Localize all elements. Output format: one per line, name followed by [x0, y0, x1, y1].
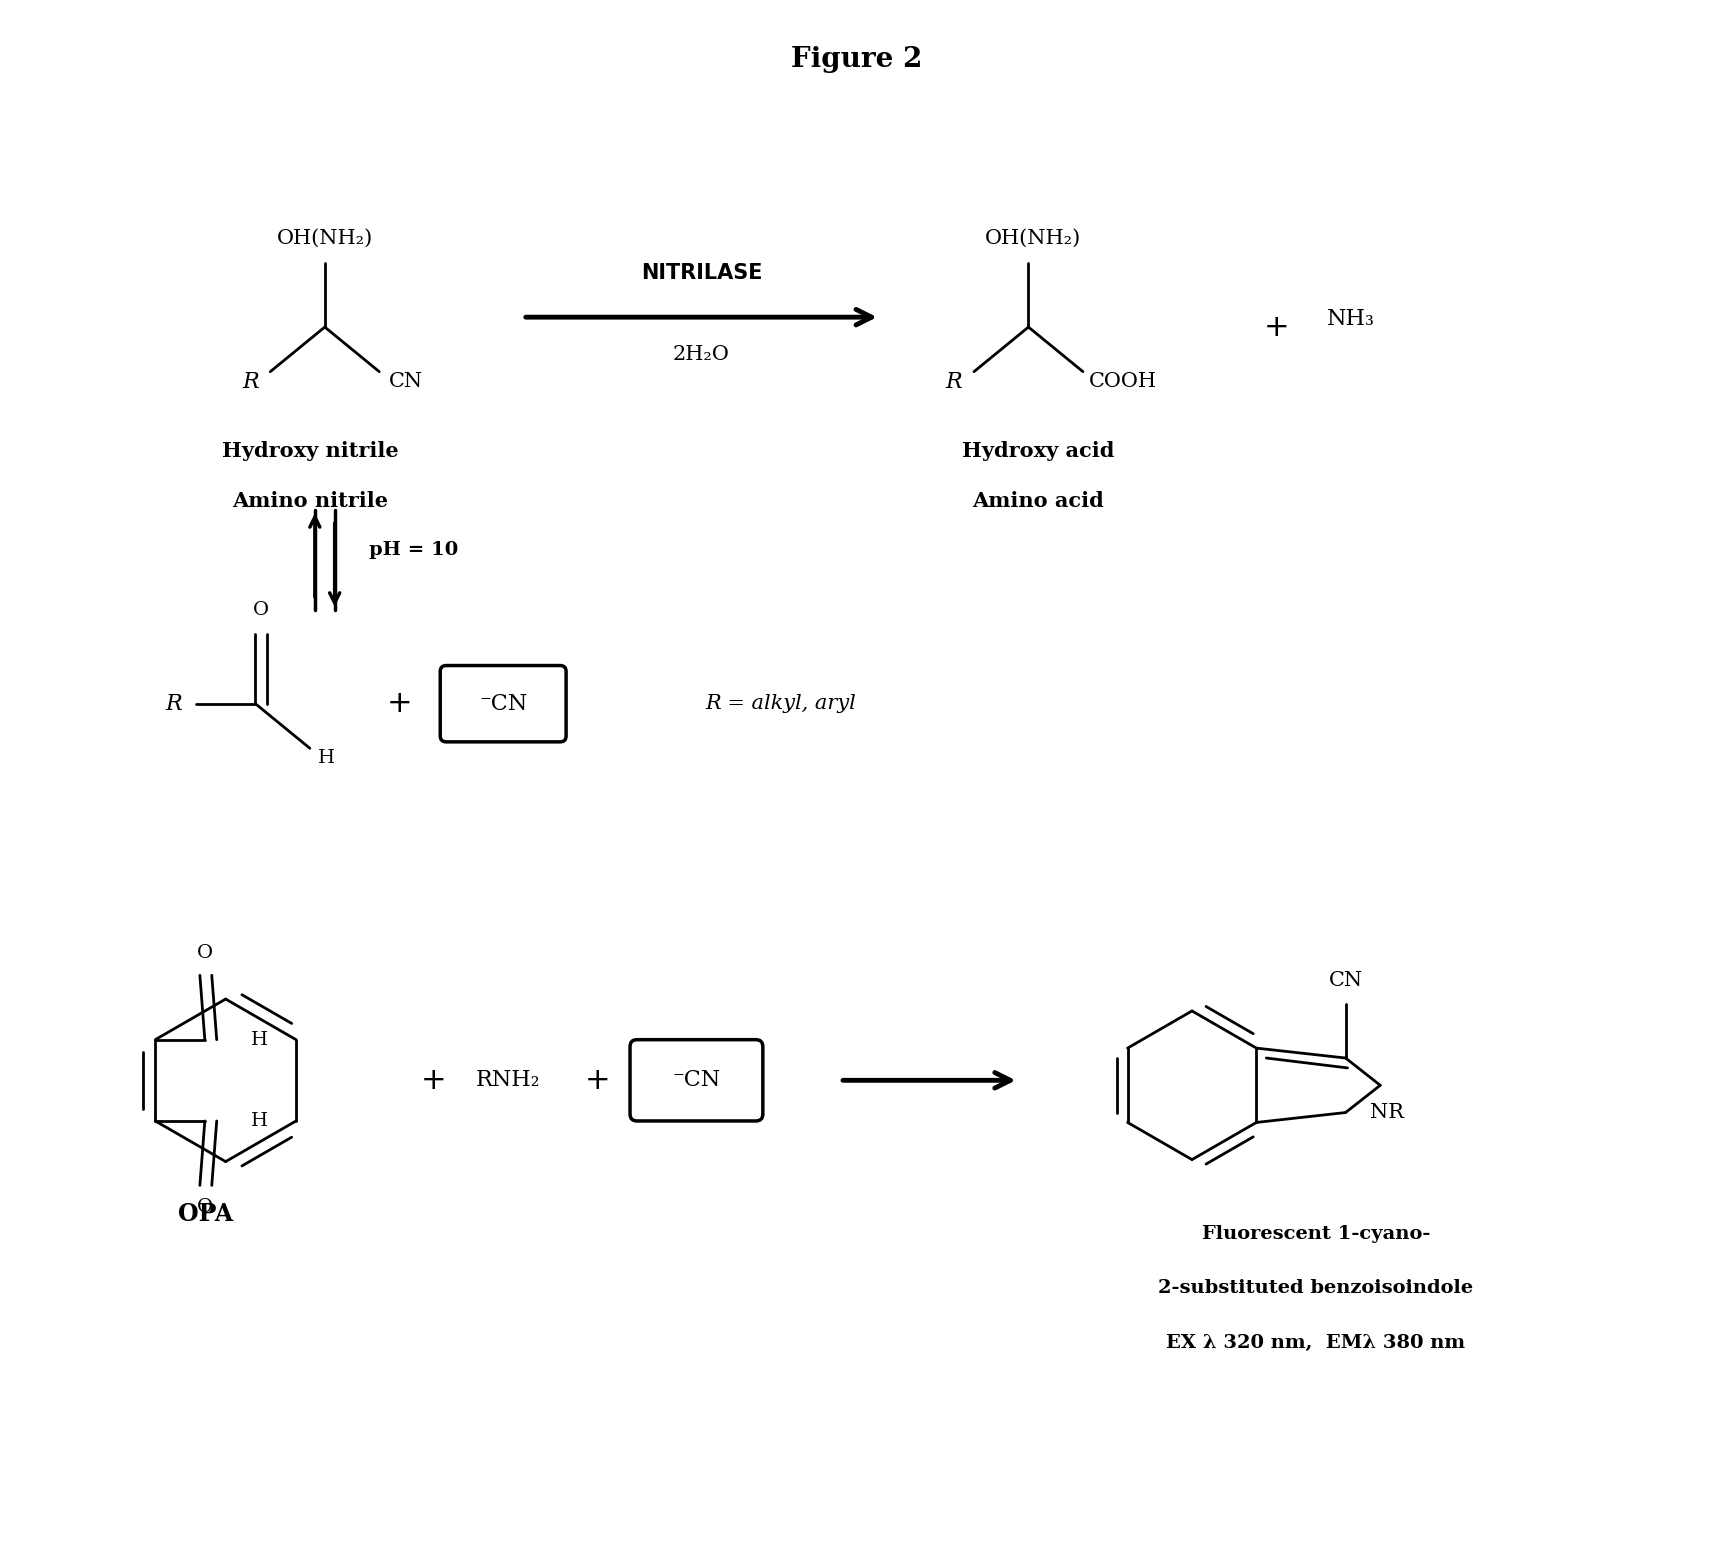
FancyBboxPatch shape	[630, 1039, 762, 1121]
Text: EX λ 320 nm,  EMλ 380 nm: EX λ 320 nm, EMλ 380 nm	[1167, 1333, 1465, 1352]
Text: R: R	[946, 370, 963, 392]
Text: RNH₂: RNH₂	[476, 1069, 540, 1091]
Text: R: R	[242, 370, 259, 392]
Text: H: H	[319, 749, 336, 767]
Text: Amino nitrile: Amino nitrile	[231, 491, 387, 511]
Text: COOH: COOH	[1089, 372, 1156, 391]
Text: Figure 2: Figure 2	[791, 45, 922, 73]
Text: 2H₂O: 2H₂O	[673, 345, 730, 364]
Text: OH(NH₂): OH(NH₂)	[985, 228, 1081, 247]
Text: +: +	[387, 689, 411, 717]
Text: H: H	[250, 1111, 267, 1130]
Text: +: +	[1264, 313, 1290, 342]
Text: CN: CN	[1329, 971, 1362, 991]
Text: Hydroxy nitrile: Hydroxy nitrile	[221, 441, 397, 461]
Text: ⁻CN: ⁻CN	[671, 1069, 721, 1091]
Text: NR: NR	[1370, 1103, 1405, 1122]
Text: O: O	[254, 600, 269, 619]
Text: R: R	[166, 692, 183, 714]
Text: O: O	[197, 1199, 212, 1216]
Text: H: H	[250, 1030, 267, 1049]
Text: NH₃: NH₃	[1326, 308, 1374, 330]
Text: Fluorescent 1-cyano-: Fluorescent 1-cyano-	[1203, 1225, 1430, 1243]
Text: OH(NH₂): OH(NH₂)	[276, 228, 373, 247]
Text: O: O	[197, 944, 212, 963]
Text: +: +	[421, 1066, 447, 1094]
Text: 2-substituted benzoisoindole: 2-substituted benzoisoindole	[1158, 1280, 1473, 1297]
Text: R = alkyl, aryl: R = alkyl, aryl	[706, 694, 856, 713]
Text: Amino acid: Amino acid	[973, 491, 1105, 511]
Text: pH = 10: pH = 10	[370, 541, 459, 560]
Text: CN: CN	[389, 372, 423, 391]
Text: NITRILASE: NITRILASE	[641, 263, 762, 283]
FancyBboxPatch shape	[440, 666, 565, 742]
Text: OPA: OPA	[178, 1202, 233, 1225]
Text: ⁻CN: ⁻CN	[480, 692, 528, 714]
Text: Hydroxy acid: Hydroxy acid	[963, 441, 1115, 461]
Text: +: +	[584, 1066, 610, 1094]
